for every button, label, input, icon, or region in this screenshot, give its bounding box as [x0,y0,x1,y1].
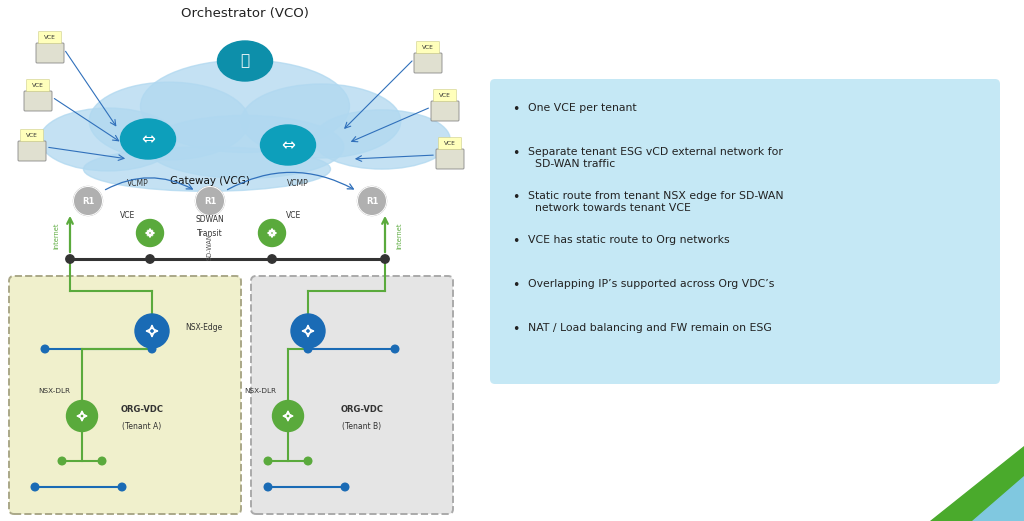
FancyBboxPatch shape [490,79,1000,384]
Circle shape [41,345,49,353]
Text: VCE: VCE [121,210,135,219]
Text: SD-WAN: SD-WAN [207,233,213,260]
Circle shape [74,187,102,216]
Text: VCE: VCE [32,83,44,88]
Text: Transit: Transit [198,229,223,238]
Circle shape [381,255,389,263]
Text: •: • [512,191,519,204]
Text: •: • [512,279,519,292]
Text: (Tenant A): (Tenant A) [123,423,162,431]
Text: VCE: VCE [422,45,434,50]
Text: VCMP: VCMP [127,179,148,188]
Text: •: • [512,235,519,248]
Circle shape [272,401,303,431]
Circle shape [118,483,126,491]
Circle shape [67,401,97,431]
Text: SDWAN: SDWAN [196,215,224,224]
Text: ORG-VDC: ORG-VDC [121,404,164,414]
Text: VCMP: VCMP [287,179,309,188]
FancyBboxPatch shape [417,42,439,54]
Text: Orchestrator (VCO): Orchestrator (VCO) [181,6,309,19]
Text: ⎙: ⎙ [241,54,250,68]
Text: Overlapping IP’s supported across Org VDC’s: Overlapping IP’s supported across Org VD… [528,279,774,289]
Text: ⇔: ⇔ [281,136,295,154]
Circle shape [31,483,39,491]
Circle shape [291,314,325,348]
Text: R1: R1 [366,196,378,205]
Text: VCE: VCE [444,141,456,146]
FancyBboxPatch shape [431,101,459,121]
Ellipse shape [217,41,272,81]
Polygon shape [930,446,1024,521]
Text: •: • [512,103,519,116]
Ellipse shape [84,147,331,191]
Text: One VCE per tenant: One VCE per tenant [528,103,637,113]
FancyBboxPatch shape [39,31,61,43]
Text: Internet: Internet [396,223,402,249]
Text: NSX-Edge: NSX-Edge [185,322,222,331]
FancyBboxPatch shape [438,138,462,150]
Circle shape [66,255,74,263]
Text: Gateway (VCG): Gateway (VCG) [170,176,250,186]
Text: Static route from tenant NSX edge for SD-WAN
  network towards tenant VCE: Static route from tenant NSX edge for SD… [528,191,783,213]
Circle shape [148,345,156,353]
Ellipse shape [89,82,249,160]
Text: NSX-DLR: NSX-DLR [244,388,276,394]
Ellipse shape [313,110,451,169]
FancyBboxPatch shape [251,276,453,514]
Text: NAT / Load balancing and FW remain on ESG: NAT / Load balancing and FW remain on ES… [528,323,772,333]
Circle shape [357,187,386,216]
Text: R1: R1 [82,196,94,205]
Text: ORG-VDC: ORG-VDC [341,404,384,414]
Text: VCE: VCE [44,35,56,40]
Circle shape [258,219,286,246]
Text: •: • [512,323,519,336]
FancyBboxPatch shape [27,80,49,92]
Circle shape [98,457,105,465]
Ellipse shape [40,108,176,171]
Circle shape [341,483,349,491]
Text: NSX-DLR: NSX-DLR [38,388,70,394]
Text: •: • [512,147,519,160]
Ellipse shape [260,125,315,165]
Ellipse shape [146,116,344,178]
Circle shape [268,255,276,263]
Text: ⇔: ⇔ [141,130,155,148]
Ellipse shape [140,60,349,153]
Polygon shape [972,476,1024,521]
FancyBboxPatch shape [18,141,46,161]
Text: VCE: VCE [287,210,302,219]
Text: (Tenant B): (Tenant B) [342,423,382,431]
FancyBboxPatch shape [414,53,442,73]
FancyBboxPatch shape [20,130,43,142]
Text: VCE has static route to Org networks: VCE has static route to Org networks [528,235,730,245]
Circle shape [391,345,398,353]
FancyBboxPatch shape [36,43,63,63]
Circle shape [264,457,271,465]
Ellipse shape [242,84,400,158]
Circle shape [264,483,271,491]
Circle shape [135,314,169,348]
Text: R1: R1 [204,196,216,205]
Circle shape [136,219,164,246]
Circle shape [145,255,155,263]
Text: VCE: VCE [26,133,38,138]
FancyBboxPatch shape [24,91,52,111]
Text: Internet: Internet [53,223,59,249]
Circle shape [196,187,224,216]
Circle shape [304,457,311,465]
Text: VCE: VCE [439,93,451,98]
FancyBboxPatch shape [433,90,457,102]
Circle shape [304,345,311,353]
Text: Separate tenant ESG vCD external network for
  SD-WAN traffic: Separate tenant ESG vCD external network… [528,147,783,169]
FancyBboxPatch shape [9,276,241,514]
FancyBboxPatch shape [436,149,464,169]
Ellipse shape [121,119,175,159]
Circle shape [58,457,66,465]
